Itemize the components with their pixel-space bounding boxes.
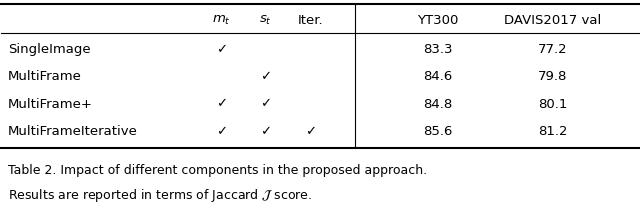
- Text: 77.2: 77.2: [538, 43, 568, 56]
- Text: 85.6: 85.6: [423, 124, 452, 137]
- Text: MultiFrame+: MultiFrame+: [8, 97, 93, 110]
- Text: 83.3: 83.3: [423, 43, 452, 56]
- Text: $s_t$: $s_t$: [259, 14, 272, 27]
- Text: ✓: ✓: [260, 97, 271, 110]
- Text: MultiFrameIterative: MultiFrameIterative: [8, 124, 138, 137]
- Text: ✓: ✓: [260, 70, 271, 83]
- Text: Table 2. Impact of different components in the proposed approach.: Table 2. Impact of different components …: [8, 163, 427, 176]
- Text: YT300: YT300: [417, 14, 459, 27]
- Text: SingleImage: SingleImage: [8, 43, 90, 56]
- Text: 79.8: 79.8: [538, 70, 567, 83]
- Text: DAVIS2017 val: DAVIS2017 val: [504, 14, 601, 27]
- Text: 84.6: 84.6: [423, 70, 452, 83]
- Text: ✓: ✓: [305, 124, 316, 137]
- Text: 80.1: 80.1: [538, 97, 567, 110]
- Text: ✓: ✓: [260, 124, 271, 137]
- Text: ✓: ✓: [216, 97, 227, 110]
- Text: Iter.: Iter.: [298, 14, 323, 27]
- Text: $m_t$: $m_t$: [212, 14, 230, 27]
- Text: 84.8: 84.8: [423, 97, 452, 110]
- Text: 81.2: 81.2: [538, 124, 567, 137]
- Text: ✓: ✓: [216, 43, 227, 56]
- Text: Results are reported in terms of Jaccard $\mathcal{J}$ score.: Results are reported in terms of Jaccard…: [8, 186, 312, 203]
- Text: MultiFrame: MultiFrame: [8, 70, 82, 83]
- Text: ✓: ✓: [216, 124, 227, 137]
